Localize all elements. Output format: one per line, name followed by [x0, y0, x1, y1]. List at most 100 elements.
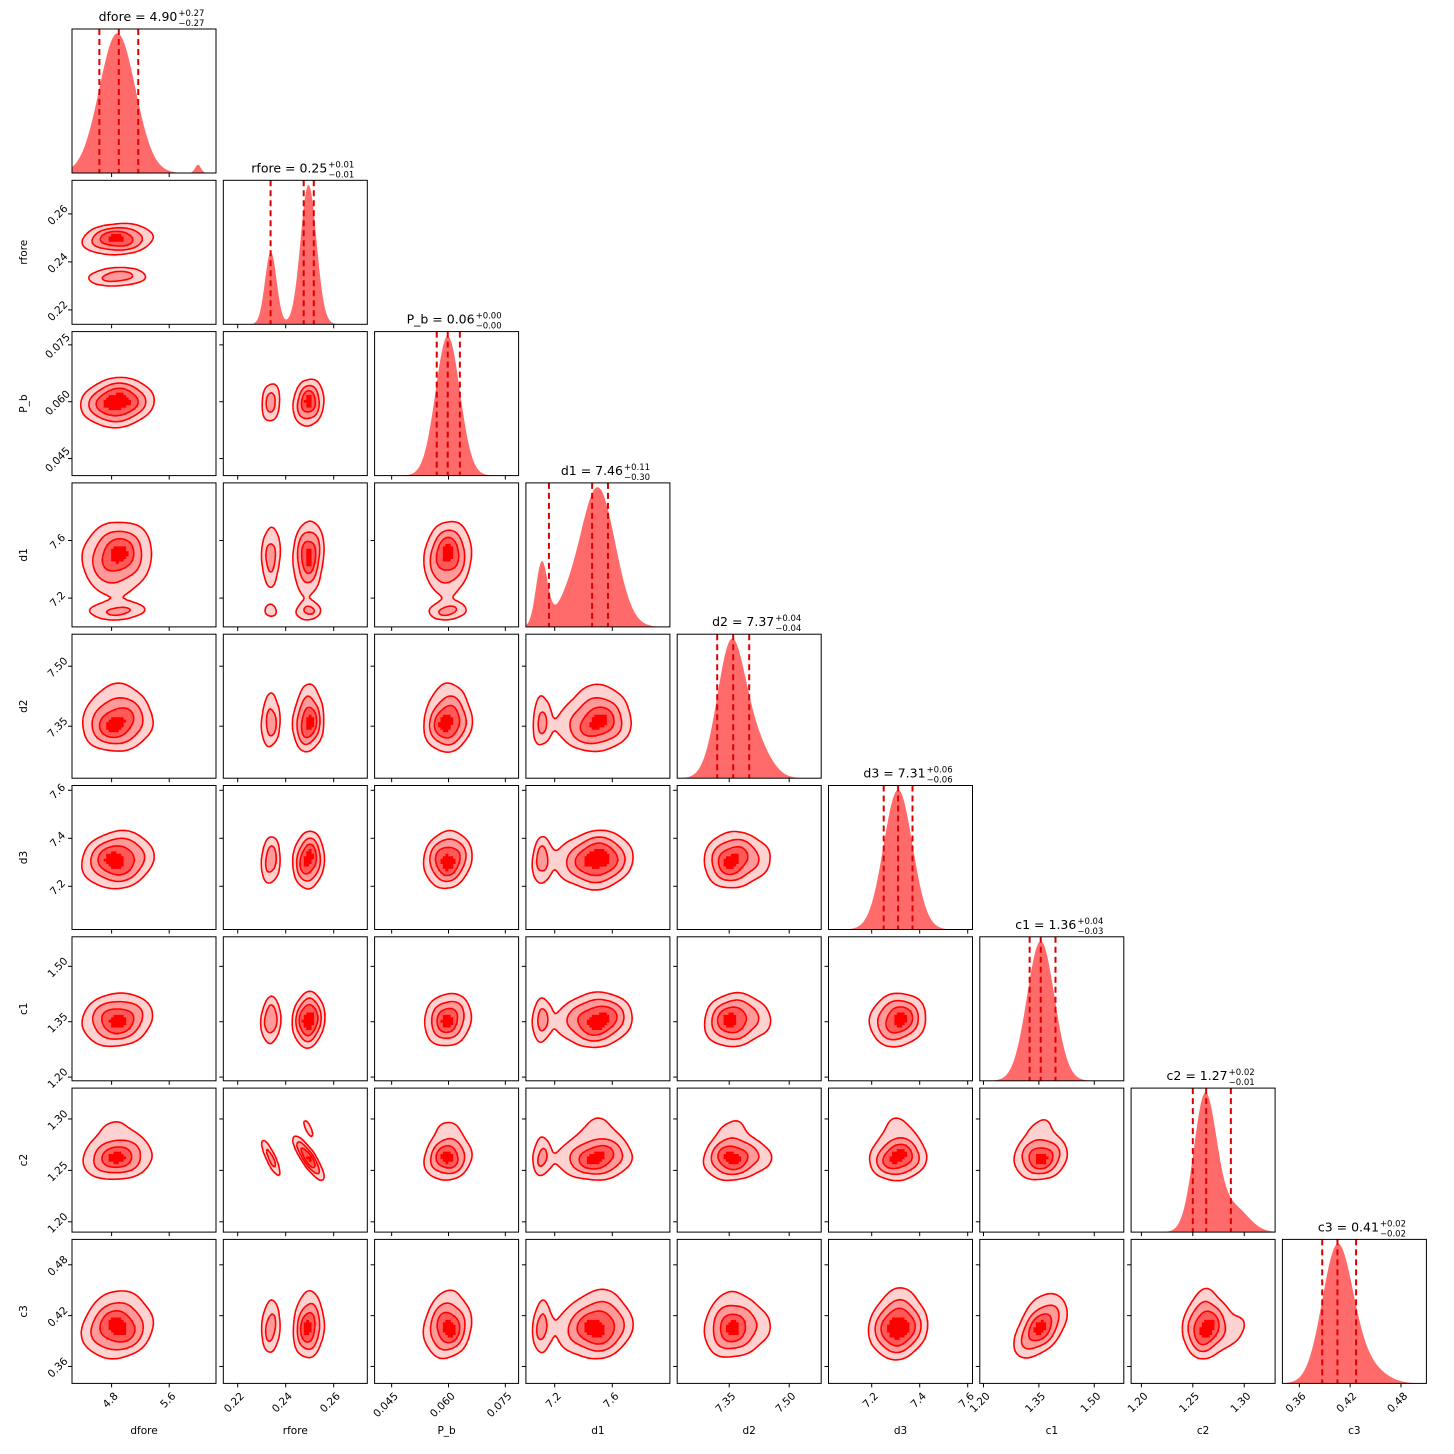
contour-3 — [299, 1311, 316, 1343]
panel-rfore-d1 — [219, 482, 368, 631]
panel-frame — [1130, 1087, 1276, 1233]
contour-2 — [264, 837, 322, 882]
panel-rfore-d3 — [219, 785, 368, 934]
panel-frame — [525, 785, 671, 930]
panel-d3-c1 — [824, 936, 973, 1085]
y-tick-label: 7.4 — [48, 829, 69, 850]
density-fill-4 — [306, 548, 312, 567]
x-tick-label: 7.2 — [544, 1390, 564, 1410]
contour-1 — [259, 990, 326, 1049]
y-label-c1: c1 — [18, 1003, 30, 1015]
hist-rfore — [223, 184, 368, 325]
panel-frame — [71, 1087, 217, 1233]
contour-1 — [260, 520, 325, 621]
panel-c3-hist: c3 = 0.41 +0.02−0.02 0.36 0.42 0.48 — [1281, 1219, 1427, 1415]
density-fill-4 — [584, 1319, 605, 1338]
contour-3 — [298, 1003, 319, 1037]
panel-frame — [525, 936, 671, 1082]
x-label-c2: c2 — [1197, 1425, 1209, 1437]
y-tick-label: 7.6 — [48, 781, 69, 802]
x-tick-label: 0.24 — [270, 1390, 295, 1415]
panel-dfore-c1: 1.20 1.35 1.50 — [45, 936, 217, 1091]
contour-2 — [537, 1138, 624, 1175]
x-tick-label: 1.50 — [1078, 1390, 1103, 1415]
contour-2 — [91, 227, 144, 283]
title-d2: d2 = 7.37 — [712, 614, 774, 629]
panel-d2-c1 — [673, 936, 822, 1085]
contour-1 — [532, 1117, 634, 1181]
density-fill-4 — [442, 543, 454, 562]
density-fill-4 — [887, 1317, 910, 1340]
density-fill-4 — [108, 1151, 127, 1165]
title-c1: c1 = 1.36 — [1015, 917, 1076, 932]
x-label-P_b: P_b — [437, 1425, 456, 1437]
panel-d2-d3 — [673, 785, 822, 934]
title-c2: c2 = 1.27 — [1167, 1068, 1228, 1083]
x-tick-label: 7.50 — [773, 1390, 798, 1415]
panel-c2-hist: c2 = 1.27 +0.02−0.01 — [1130, 1068, 1276, 1237]
x-tick-label: 1.35 — [1023, 1390, 1048, 1415]
contour-1 — [1013, 1119, 1069, 1181]
contour-3 — [574, 842, 619, 877]
x-label-dfore: dfore — [130, 1425, 157, 1437]
contour-2 — [428, 695, 467, 746]
panel-frame — [1130, 1238, 1276, 1384]
x-tick-label: 0.26 — [318, 1390, 343, 1415]
contour-3 — [300, 540, 317, 575]
contour-2 — [431, 1000, 465, 1039]
y-tick-label: 0.045 — [43, 445, 73, 475]
contour-1 — [423, 520, 473, 621]
panel-P_b-d2 — [370, 633, 520, 783]
title-sup-d2: +0.04 — [775, 614, 801, 624]
contour-2 — [92, 530, 143, 617]
panel-frame — [676, 785, 822, 930]
panel-frame — [525, 482, 671, 628]
contour-1 — [702, 1120, 773, 1182]
contour-1 — [80, 1290, 155, 1360]
panel-rfore-hist: rfore = 0.25 +0.01−0.01 — [222, 160, 368, 329]
contour-2 — [93, 1139, 142, 1174]
hist-c1 — [979, 941, 1124, 1081]
density-fill-4 — [586, 1012, 610, 1030]
contour-1 — [82, 1121, 153, 1181]
contour-1 — [1013, 1292, 1068, 1359]
contour-3 — [435, 536, 460, 571]
contour-2 — [90, 837, 146, 883]
contour-3 — [576, 1310, 616, 1345]
contour-1 — [423, 1121, 473, 1181]
x-tick-label: 7.35 — [713, 1390, 738, 1415]
y-tick-label: 0.22 — [45, 299, 70, 324]
contour-2 — [263, 997, 322, 1043]
density-fill-4 — [723, 853, 739, 869]
contour-3 — [95, 387, 139, 417]
y-tick-label: 7.6 — [48, 532, 69, 553]
panel-rfore-c3: 0.22 0.24 0.26 — [219, 1238, 368, 1415]
contour-3 — [101, 1008, 135, 1035]
y-tick-label: 7.2 — [48, 589, 68, 609]
contour-1 — [260, 683, 325, 753]
contour-1 — [422, 1289, 473, 1360]
title-d3: d3 = 7.31 — [863, 766, 925, 781]
contour-1 — [260, 1120, 325, 1182]
panel-frame — [676, 633, 822, 779]
panel-frame — [525, 1238, 671, 1384]
contour-3 — [435, 1144, 459, 1169]
contour-2 — [265, 384, 320, 420]
panel-frame — [374, 785, 520, 930]
density-fill-4 — [586, 1151, 605, 1165]
contour-3 — [101, 537, 135, 572]
contour-3 — [719, 1313, 747, 1343]
y-tick-label: 1.20 — [45, 1066, 70, 1091]
contour-2 — [537, 998, 625, 1042]
panel-d2-c2 — [673, 1087, 822, 1237]
contour-2 — [535, 1300, 625, 1352]
contour-3 — [299, 843, 318, 875]
panel-frame — [71, 179, 217, 325]
x-tick-label: 0.42 — [1334, 1390, 1359, 1415]
contour-3 — [436, 1007, 459, 1034]
contour-2 — [875, 1137, 920, 1176]
y-label-P_b: P_b — [18, 394, 30, 413]
density-fill-4 — [306, 714, 315, 730]
panel-rfore-d2 — [219, 633, 368, 783]
x-tick-label: 0.060 — [428, 1390, 458, 1420]
